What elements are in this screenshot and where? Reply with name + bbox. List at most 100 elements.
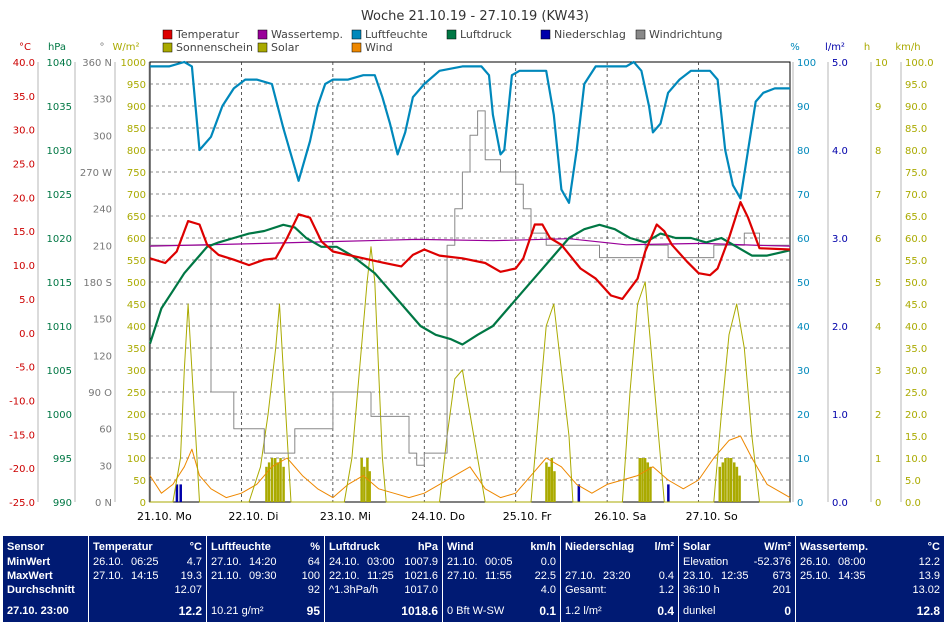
axis-tick-wind: 15.0 — [905, 432, 927, 443]
stats-cell-value: 22.5 — [534, 570, 556, 582]
axis-tick-wind: 85.0 — [905, 124, 927, 135]
sunshine-bar — [550, 458, 554, 502]
axis-tick-wind: 90.0 — [905, 102, 927, 113]
stats-row: Durchschnitt — [3, 583, 88, 597]
legend-label: Luftfeuchte — [365, 28, 428, 41]
x-axis-labels: 21.10. Mo 22.10. Di 23.10. Mi 24.10. Do 25.1… — [137, 510, 738, 523]
axis-tick-temp: -25.0 — [9, 498, 35, 509]
statistics-table: Sensor MinWert MaxWert Durchschnitt 27.10. 2… — [3, 536, 944, 622]
sunshine-bar — [646, 462, 650, 502]
sunshine-bar — [270, 458, 274, 502]
axis-tick-solar: 50 — [133, 476, 146, 487]
series-line-luftdruck — [148, 223, 791, 346]
axis-tick-direction: 90 O — [88, 388, 112, 399]
series-line-temperatur — [149, 201, 791, 300]
axis-tick-wind: 70.0 — [905, 190, 927, 201]
stats-cell-left: Sensor — [7, 541, 45, 553]
sunshine-bar — [649, 466, 652, 502]
axis-tick-temp: -15.0 — [9, 430, 35, 441]
axis-tick-pressure: 1020 — [47, 234, 72, 245]
axis-tick-temp: 10.0 — [13, 261, 35, 272]
axis-tick-direction: 240 — [93, 205, 112, 216]
axis-tick-rain: 1.0 — [832, 410, 848, 421]
stats-cell-left: 36:10 h — [683, 584, 720, 596]
stats-row: 27.10. 23:20 0.4 — [561, 569, 678, 583]
x-axis-label: 24.10. Do — [411, 510, 465, 523]
stats-cell-time: 11:25 — [367, 570, 394, 582]
legend-swatch — [257, 42, 268, 53]
axis-tick-direction: 330 — [93, 95, 112, 106]
axis-tick-solar: 500 — [127, 278, 146, 289]
sunshine-bar — [718, 466, 722, 502]
axis-tick-rain: 5.0 — [832, 58, 848, 69]
sunshine-bar — [363, 466, 366, 502]
stats-row: 23.10. 12:35 673 — [679, 569, 795, 583]
x-axis-label: 27.10. So — [686, 510, 738, 523]
axis-tick-rain: 4.0 — [832, 146, 848, 157]
stats-cell-left: 27.10. — [93, 570, 124, 582]
sunshine-bar — [724, 458, 727, 502]
legend-label: Niederschlag — [554, 28, 626, 41]
axis-tick-sunshine: 7 — [875, 190, 881, 201]
axis-tick-wind: 95.0 — [905, 80, 927, 91]
axis-tick-direction: 270 W — [80, 168, 112, 179]
legend-swatch — [540, 29, 551, 40]
legend-label: Luftdruck — [460, 28, 512, 41]
axis-tick-rain: 3.0 — [832, 234, 848, 245]
axis-tick-solar: 950 — [127, 80, 146, 91]
axis-tick-solar: 850 — [127, 124, 146, 135]
stats-cell-time: 00:05 — [485, 556, 513, 568]
stats-row: Niederschlag l/m² — [561, 540, 678, 554]
stats-cell-value: km/h — [530, 541, 556, 553]
rain-bar — [577, 484, 581, 502]
stats-cell-left: 21.10. — [447, 556, 478, 568]
stats-row: 25.10. 14:35 13.9 — [796, 569, 944, 583]
stats-cell-left: Durchschnitt — [7, 584, 75, 596]
stats-cell-value: 13.9 — [918, 570, 940, 582]
sunshine-bar — [735, 466, 739, 502]
axis-tick-sunshine: 2 — [875, 410, 881, 421]
stats-cell-left: ^1.3hPa/h — [329, 584, 379, 596]
axis-tick-solar: 750 — [127, 168, 146, 179]
stats-cell-left: Luftfeuchte — [211, 541, 271, 553]
sunshine-bar — [360, 458, 363, 502]
axis-tick-temp: 35.0 — [13, 92, 35, 103]
axis-tick-temp: 15.0 — [13, 227, 35, 238]
stats-row: 21.10. 00:05 0.0 — [443, 555, 560, 569]
stats-cell-left: dunkel — [683, 605, 716, 617]
stats-row: Wassertemp. °C — [796, 540, 944, 554]
stats-cell-value: 0.4 — [658, 570, 674, 582]
stats-column: Solar W/m² Elevation -52.376 23.10. 12:35 673 3… — [679, 536, 796, 622]
axis-tick-solar: 300 — [127, 366, 146, 377]
stats-cell-value: °C — [189, 541, 202, 553]
stats-row — [561, 555, 678, 569]
stats-cell-value: 1017.0 — [404, 584, 438, 596]
stats-cell-value: 1007.9 — [404, 556, 438, 568]
rain-bar — [667, 484, 670, 502]
axis-tick-temp: -5.0 — [15, 363, 35, 374]
rain-bar — [179, 484, 182, 502]
stats-row: 4.0 — [443, 583, 560, 597]
stats-row: 92 — [207, 583, 324, 597]
legend: Temperatur Wassertemp. Luftfeuchte Luftdruc… — [162, 28, 722, 54]
axis-tick-temp: -10.0 — [9, 396, 35, 407]
axis-tick-rain: 0.0 — [832, 498, 848, 509]
axis-tick-solar: 100 — [127, 454, 146, 465]
axis-tick-temp: 25.0 — [13, 160, 35, 171]
stats-cell-left: 27.10. — [447, 570, 478, 582]
axis-tick-solar: 200 — [127, 410, 146, 421]
sunshine-bar — [733, 462, 736, 502]
stats-row: 1018.6 — [325, 604, 442, 618]
stats-cell-value: 12.8 — [916, 604, 940, 618]
axis-tick-wind: 5.0 — [905, 476, 921, 487]
axis-tick-sunshine: 3 — [875, 366, 881, 377]
sunshine-bar — [282, 466, 285, 502]
stats-cell-value: hPa — [417, 541, 438, 553]
legend-swatch — [351, 29, 362, 40]
stats-cell-left: Temperatur — [93, 541, 153, 553]
stats-row: Temperatur °C — [89, 540, 206, 554]
axis-tick-wind: 60.0 — [905, 234, 927, 245]
stats-cell-left: 26.10. — [800, 556, 831, 568]
sunshine-bar — [265, 466, 268, 502]
legend-label: Solar — [271, 41, 300, 54]
